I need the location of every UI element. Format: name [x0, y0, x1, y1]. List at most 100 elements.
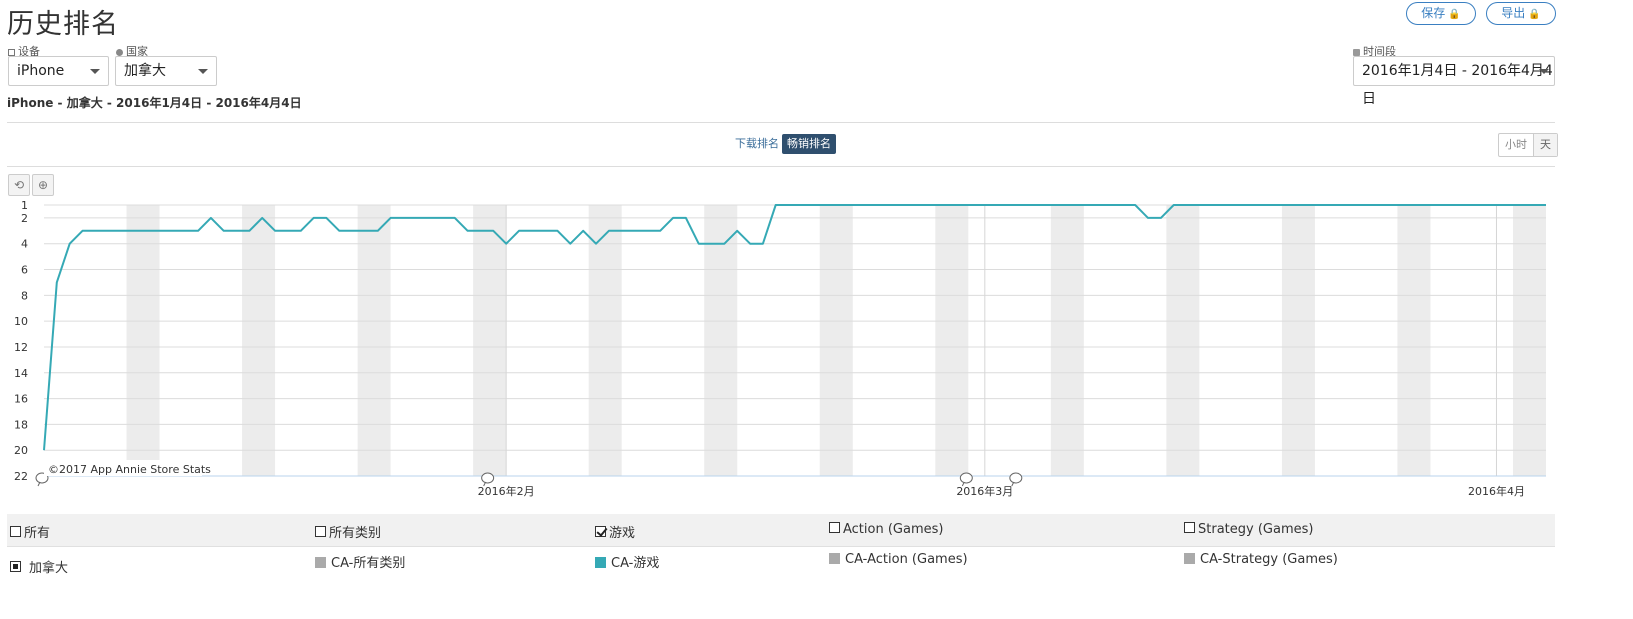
- checkbox-filled-icon: [10, 561, 21, 572]
- category-checkbox[interactable]: 所有: [10, 522, 50, 541]
- note-bubble: [1009, 472, 1023, 484]
- weekend-band: [242, 205, 276, 476]
- rank-chart: 12 4 6 8 10 12 14 16 18 20 22 2016年2月 2016年3月 2016年4…: [14, 199, 1546, 498]
- period-select[interactable]: 2016年1月4日 - 2016年4月4日: [1353, 56, 1555, 107]
- series-legend-item[interactable]: CA-Strategy (Games): [1184, 552, 1338, 567]
- y-tick-label: 10: [14, 315, 28, 328]
- export-button[interactable]: 导出 🔒: [1486, 2, 1556, 25]
- series-label: CA-游戏: [611, 556, 660, 571]
- category-label: 所有类别: [329, 526, 382, 541]
- category-checkbox[interactable]: Action (Games): [829, 522, 943, 537]
- chevron-down-icon: [1539, 69, 1549, 74]
- category-checkbox[interactable]: 所有类别: [315, 522, 381, 541]
- device-value: iPhone: [17, 63, 65, 79]
- note-tail: [961, 481, 965, 487]
- weekend-band: [935, 205, 969, 476]
- granularity-hour[interactable]: 小时: [1505, 138, 1527, 151]
- y-tick-label: 22: [14, 470, 28, 483]
- device-icon: [8, 49, 15, 56]
- y-axis-ticks: 12 4 6 8 10 12 14 16 18 20 22: [14, 199, 28, 483]
- y-tick-label: 4: [21, 238, 28, 251]
- save-label: 保存: [1421, 6, 1446, 20]
- export-label: 导出: [1501, 6, 1526, 20]
- series-swatch: [1184, 553, 1195, 564]
- chart-credit: ©2017 App Annie Store Stats: [48, 463, 211, 476]
- chart-subtitle: iPhone - 加拿大 - 2016年1月4日 - 2016年4月4日: [7, 96, 302, 110]
- y-tick-label: 6: [21, 264, 28, 277]
- country-label: 加拿大: [29, 561, 69, 576]
- weekend-band: [473, 205, 507, 476]
- save-button[interactable]: 保存 🔒: [1406, 2, 1476, 25]
- chevron-down-icon: [90, 69, 100, 74]
- weekend-band: [1281, 205, 1315, 476]
- y-tick-label: 8: [21, 289, 28, 302]
- weekend-band: [819, 205, 853, 476]
- y-tick-label: 18: [14, 418, 28, 431]
- note-tail: [37, 481, 41, 487]
- weekend-band: [704, 205, 738, 476]
- x-tick-label: 2016年4月: [1468, 484, 1525, 498]
- category-label: 游戏: [609, 526, 636, 541]
- x-tick-label: 2016年3月: [956, 484, 1013, 498]
- tab-grossing-rank[interactable]: 畅销排名: [782, 134, 836, 154]
- tab-download-rank[interactable]: 下载排名: [735, 137, 779, 150]
- weekend-band: [1397, 205, 1431, 476]
- category-label: Strategy (Games): [1198, 522, 1314, 537]
- weekend-band: [1512, 205, 1546, 476]
- weekend-bands: [126, 205, 1546, 476]
- category-legend: [7, 514, 1555, 547]
- country-label: 国家: [116, 43, 148, 59]
- checkbox-checked-icon: [595, 526, 606, 537]
- granularity-toggle: 小时 天: [1498, 133, 1558, 157]
- series-line: [43, 204, 1546, 451]
- reset-zoom-button[interactable]: ⟲: [8, 174, 30, 196]
- note-bubble: [481, 472, 495, 484]
- device-select[interactable]: iPhone: [8, 56, 109, 86]
- period-value: 2016年1月4日 - 2016年4月4日: [1362, 63, 1553, 107]
- note-icon: [481, 472, 495, 487]
- device-label: 设备: [8, 43, 40, 59]
- y-tick-label: 20: [14, 444, 28, 457]
- note-icon: [959, 472, 973, 487]
- divider: [7, 122, 1555, 123]
- y-tick-label: 16: [14, 393, 28, 406]
- series-swatch: [595, 557, 606, 568]
- zoom-in-icon: ⊕: [37, 178, 49, 192]
- y-tick-label: 1: [21, 199, 28, 212]
- lock-icon: 🔒: [1448, 9, 1461, 20]
- page-title: 历史排名: [7, 9, 119, 39]
- calendar-icon: [1353, 49, 1360, 56]
- category-label: Action (Games): [843, 522, 944, 537]
- country-select[interactable]: 加拿大: [115, 56, 217, 86]
- series-legend-item[interactable]: CA-Action (Games): [829, 552, 968, 567]
- weekend-band: [126, 205, 160, 476]
- series-legend-item[interactable]: CA-游戏: [595, 552, 659, 571]
- period-label: 时间段: [1353, 43, 1396, 59]
- checkbox-icon: [10, 526, 21, 537]
- checkbox-icon: [829, 522, 840, 533]
- series-legend-item[interactable]: CA-所有类别: [315, 552, 405, 571]
- weekend-band: [588, 205, 622, 476]
- weekend-band: [1050, 205, 1084, 476]
- chevron-down-icon: [198, 69, 208, 74]
- weekend-band: [357, 205, 391, 476]
- series-swatch: [315, 557, 326, 568]
- category-checkbox[interactable]: Strategy (Games): [1184, 522, 1313, 537]
- granularity-day[interactable]: 天: [1533, 134, 1557, 156]
- category-label: 所有: [24, 526, 51, 541]
- note-tail: [1011, 481, 1015, 487]
- series-label: CA-Strategy (Games): [1200, 552, 1338, 567]
- category-checkbox[interactable]: 游戏: [595, 522, 635, 541]
- lock-icon: 🔒: [1528, 9, 1541, 20]
- divider: [7, 166, 1555, 167]
- y-tick-label: 2: [21, 212, 28, 225]
- zoom-button[interactable]: ⊕: [32, 174, 54, 196]
- x-tick-label: 2016年2月: [478, 484, 535, 498]
- country-value: 加拿大: [124, 63, 166, 79]
- y-tick-label: 12: [14, 341, 28, 354]
- country-checkbox[interactable]: 加拿大: [10, 557, 68, 576]
- weekend-band: [1166, 205, 1200, 476]
- checkbox-icon: [315, 526, 326, 537]
- series-label: CA-Action (Games): [845, 552, 968, 567]
- series-swatch: [829, 553, 840, 564]
